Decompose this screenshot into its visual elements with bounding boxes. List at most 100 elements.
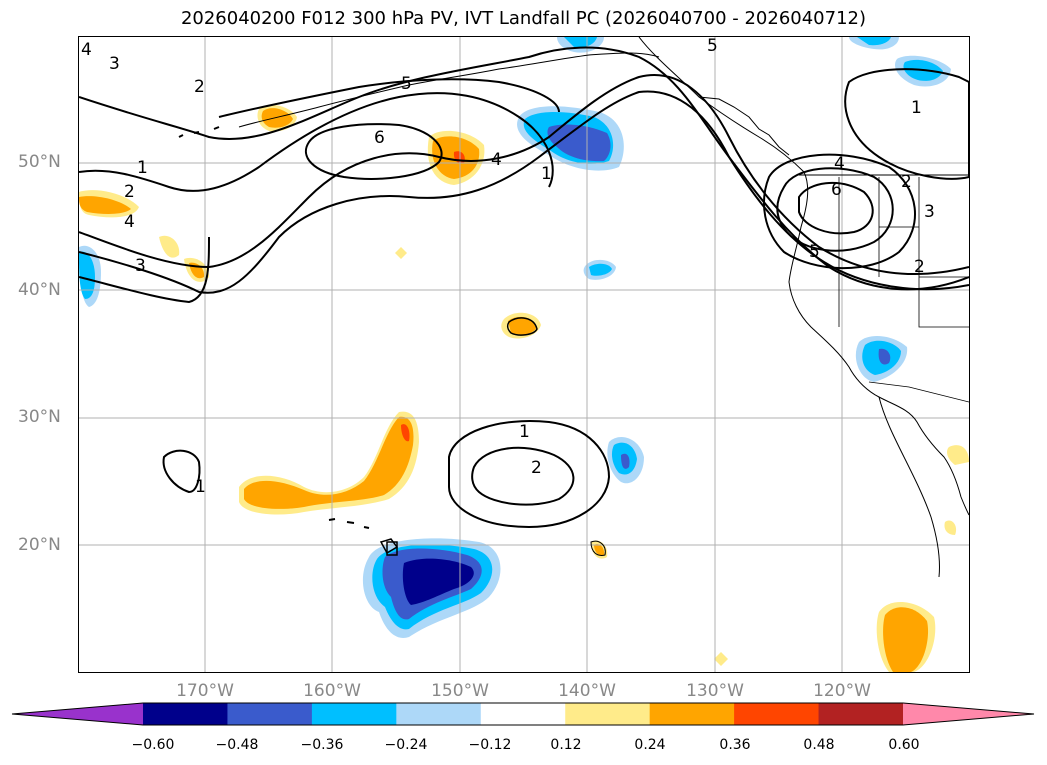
contour-label: 3 — [109, 54, 120, 74]
contour-labels: 4 3 2 1 2 4 3 5 6 4 1 5 4 6 1 2 3 5 2 1 … — [81, 37, 935, 497]
coast-hawaii-small — [328, 518, 370, 529]
border-states — [838, 177, 969, 328]
pv-closed-hawaii — [386, 541, 398, 556]
contour-label: 2 — [901, 172, 912, 192]
contour-label: 5 — [707, 37, 718, 56]
contour-label: 1 — [195, 477, 206, 497]
colorbar-tick: −0.48 — [215, 737, 259, 753]
colorbar — [11, 702, 1035, 726]
colorbar-bin — [12, 703, 143, 725]
contour-label: 1 — [911, 98, 922, 118]
contour-label: 2 — [124, 182, 135, 202]
colorbar-bin — [396, 703, 482, 725]
ivt-pos-subtrop-red — [401, 424, 410, 442]
contour-label: 3 — [924, 202, 935, 222]
lon-label-170w: 170°W — [176, 681, 234, 701]
contour-label: 2 — [194, 77, 205, 97]
colorbar-tick: −0.12 — [468, 737, 512, 753]
ivt-pos-baja-b — [883, 607, 929, 672]
ivt-neg-hawaii-core — [402, 558, 474, 605]
coast-bc — [698, 96, 790, 156]
contour-label: 4 — [491, 150, 502, 170]
pv-closed-west-4 — [763, 153, 916, 270]
colorbar-bin — [480, 703, 566, 725]
pv-contour-5 — [79, 236, 210, 304]
ivt-neg-small-1b — [589, 263, 612, 276]
pv-closed-sub-west-1 — [162, 449, 201, 494]
colorbar-bin — [565, 703, 651, 725]
colorbar-tick: 0.36 — [719, 737, 751, 753]
ivt-pos-dot-2 — [714, 652, 728, 666]
colorbar-bin — [143, 703, 228, 725]
ivt-pos-small-2b — [508, 316, 537, 335]
lat-label-40n: 40°N — [18, 280, 61, 300]
ivt-pos-east-2 — [944, 520, 957, 535]
ivt-neg-top-1b — [564, 37, 597, 48]
pv-contours — [79, 46, 969, 556]
ivt-neg-small-2c — [621, 453, 630, 469]
lon-label-160w: 160°W — [303, 681, 361, 701]
map-panel: 4 3 2 1 2 4 3 5 6 4 1 5 4 6 1 2 3 5 2 1 … — [79, 37, 969, 672]
contour-label: 6 — [374, 128, 385, 148]
colorbar-bin — [903, 703, 1034, 725]
pv-closed-small-1 — [506, 317, 538, 336]
colorbar-bin — [734, 703, 820, 725]
colorbar-bin — [649, 703, 735, 725]
colorbar-tick: 0.48 — [803, 737, 835, 753]
coast-north-america — [638, 37, 969, 516]
colorbar-bin — [818, 703, 904, 725]
contour-label: 5 — [809, 242, 820, 262]
contour-label: 4 — [834, 154, 845, 174]
lon-label-150w: 150°W — [431, 681, 489, 701]
pv-contour-4 — [79, 90, 969, 294]
ivt-pos-subtrop-mid — [244, 416, 414, 509]
colorbar-tick: −0.36 — [300, 737, 344, 753]
ivt-positive-shading — [79, 104, 969, 672]
pv-contour-3 — [79, 74, 969, 276]
colorbar-bin — [227, 703, 313, 725]
colorbar-tick: 0.12 — [550, 737, 582, 753]
colorbar-bin — [311, 703, 397, 725]
contour-label: 5 — [401, 74, 412, 94]
lon-label-130w: 130°W — [686, 681, 744, 701]
lat-label-20n: 20°N — [18, 535, 61, 555]
ivt-pos-small-1b — [261, 108, 293, 128]
ivt-pos-west-1b — [79, 196, 131, 214]
lon-label-140w: 140°W — [558, 681, 616, 701]
contour-label: 2 — [531, 458, 542, 478]
ivt-neg-goa-inner — [547, 124, 611, 162]
pv-closed-small-2 — [590, 540, 606, 556]
lat-label-30n: 30°N — [18, 407, 61, 427]
lon-label-120w: 120°W — [813, 681, 871, 701]
border-us-mexico — [868, 381, 969, 403]
ivt-pos-dot-1 — [395, 247, 407, 259]
ivt-neg-ca-c — [878, 348, 891, 365]
coast-baja — [878, 396, 940, 578]
contour-label: 1 — [519, 422, 530, 442]
contour-label: 4 — [124, 212, 135, 232]
lat-label-50n: 50°N — [18, 152, 61, 172]
gridlines — [79, 37, 969, 672]
pv-contour-6 — [218, 78, 560, 118]
contour-label: 1 — [541, 164, 552, 184]
contour-label: 1 — [137, 158, 148, 178]
pv-closed-6 — [304, 123, 443, 180]
pv-closed-sub-2 — [471, 446, 575, 506]
pv-closed-west-5 — [776, 167, 894, 252]
ivt-pos-small-3b — [594, 544, 605, 556]
pv-closed-ne-1 — [844, 68, 969, 180]
colorbar-bins — [12, 703, 1034, 725]
map-svg: 4 3 2 1 2 4 3 5 6 4 1 5 4 6 1 2 3 5 2 1 … — [79, 37, 969, 672]
plot-title: 2026040200 F012 300 hPa PV, IVT Landfall… — [180, 8, 867, 29]
contour-label: 4 — [81, 40, 92, 60]
ivt-pos-east-1 — [947, 445, 969, 465]
contour-label: 2 — [914, 257, 925, 277]
ivt-pos-west-2 — [159, 235, 180, 258]
colorbar-tick: 0.24 — [634, 737, 666, 753]
pv-closed-west-6 — [798, 181, 874, 235]
colorbar-tick: −0.24 — [384, 737, 428, 753]
ivt-negative-shading — [79, 37, 951, 638]
pv-contour-2 — [79, 92, 554, 192]
coastlines — [178, 37, 969, 578]
colorbar-tick: 0.60 — [888, 737, 920, 753]
